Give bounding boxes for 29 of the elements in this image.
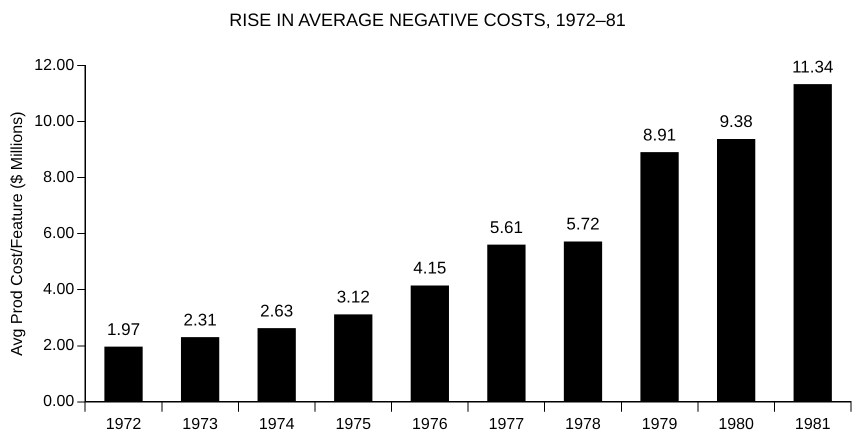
x-tick-label: 1980 [718,416,754,433]
x-tick-label: 1974 [258,416,295,433]
data-label: 3.12 [336,288,370,307]
x-tick-label: 1973 [182,416,218,433]
x-tick-label: 1979 [642,416,678,433]
data-label: 2.63 [260,301,294,320]
x-tick-label: 1976 [412,416,448,433]
x-tick-label: 1981 [794,416,831,433]
data-label: 5.72 [566,214,600,234]
data-label: 9.38 [720,112,753,132]
y-tick-label: 2.00 [43,337,74,354]
y-tick-label: 10.00 [34,113,74,130]
data-label: 11.34 [792,57,834,76]
data-label: 5.61 [490,218,523,237]
y-tick-label: 12.00 [34,57,74,74]
x-tick-label: 1972 [106,416,142,433]
y-tick-label: 4.00 [43,281,74,298]
chart-title: RISE IN AVERAGE NEGATIVE COSTS, 1972–81 [229,10,626,30]
data-label: 1.97 [106,320,140,339]
data-label: 2.31 [184,310,217,330]
y-tick-label: 0.00 [43,393,74,410]
y-axis-title: Avg Prod Cost/Feature ($ Millions) [9,112,26,356]
data-label: 4.15 [413,258,446,278]
x-tick-label: 1975 [335,416,372,433]
y-tick-label: 8.00 [43,169,74,186]
x-tick-label: 1978 [565,416,601,433]
y-tick-label: 6.00 [43,225,74,242]
x-tick-label: 1977 [488,416,524,433]
data-label: 8.91 [643,125,676,144]
